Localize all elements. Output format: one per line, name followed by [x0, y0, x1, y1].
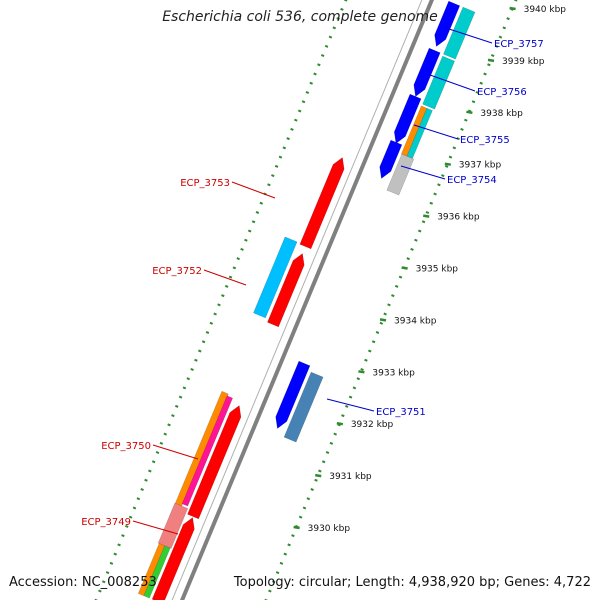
- tick-label: 3933 kbp: [372, 368, 415, 378]
- gene-label-ecp-3755: ECP_3755: [460, 135, 510, 146]
- gene-top-blue-arrow: [434, 0, 461, 47]
- gene-label-ecp-3751: ECP_3751: [376, 407, 426, 418]
- inner-tick-track: [264, 0, 518, 600]
- genome-title: Escherichia coli 536, complete genome: [162, 9, 438, 25]
- gene-label-ecp-3750: ECP_3750: [101, 441, 151, 452]
- tick-label: 3939 kbp: [502, 57, 545, 67]
- gene-label-ecp-3756: ECP_3756: [477, 87, 527, 98]
- tick-label: 3940 kbp: [524, 5, 567, 15]
- tick-label: 3935 kbp: [416, 265, 459, 275]
- gene-leader-line: [445, 27, 493, 44]
- outer-tick-track: [94, 0, 348, 600]
- gene-ecp-3751-block: [283, 371, 324, 443]
- major-tick: [379, 318, 387, 322]
- gene-label-ecp-3752: ECP_3752: [152, 266, 202, 277]
- tick-label: 3937 kbp: [459, 161, 502, 171]
- gene-leader-line: [132, 520, 179, 535]
- gene-ecp-3754-arrow: [379, 139, 403, 179]
- major-tick: [509, 6, 516, 11]
- gene-ecp-3752-arrow: [267, 253, 305, 328]
- gene-ecp-3756-block: [422, 55, 455, 110]
- tick-label: 3938 kbp: [480, 109, 523, 119]
- major-tick: [423, 214, 430, 218]
- gene-leader-line: [203, 269, 247, 286]
- major-tick: [293, 525, 300, 530]
- gene-label-ecp-3757: ECP_3757: [494, 39, 544, 50]
- gene-ecp-3756-arrow: [413, 47, 441, 97]
- gene-ecp-3757-block: [443, 6, 476, 60]
- gene-label-ecp-3754: ECP_3754: [447, 175, 497, 186]
- tick-label: 3930 kbp: [308, 524, 351, 534]
- gene-ecp-3752b-block: [253, 236, 298, 319]
- gene-ecp-3749-magenta: [181, 395, 233, 507]
- gene-ecp-3751-arrow: [275, 360, 311, 429]
- gene-ecp-3753-arrow: [299, 157, 345, 250]
- gene-label-ecp-3749: ECP_3749: [81, 517, 131, 528]
- gene-leader-line: [231, 181, 276, 199]
- gene-ecp-3750-arrow: [187, 405, 242, 520]
- major-tick: [444, 162, 452, 166]
- gene-lower-red-arrow: [151, 517, 195, 600]
- gene-lower-green: [143, 545, 171, 599]
- accession-text: Accession: NC_008253: [9, 575, 157, 590]
- major-tick: [336, 421, 344, 426]
- gene-leader-line: [429, 74, 476, 92]
- gene-ecp-3754-block: [386, 153, 415, 196]
- major-tick: [401, 266, 408, 270]
- tick-label: 3932 kbp: [351, 420, 394, 430]
- major-tick: [315, 473, 322, 478]
- gene-leader-line: [152, 444, 199, 460]
- gene-leader-line: [400, 165, 446, 180]
- gene-leader-line: [326, 398, 375, 412]
- major-tick: [358, 370, 365, 374]
- gene-label-ecp-3753: ECP_3753: [180, 178, 230, 189]
- genome-summary-text: Topology: circular; Length: 4,938,920 bp…: [233, 575, 591, 590]
- tick-label: 3934 kbp: [394, 316, 437, 326]
- gene-ecp-3755-arrow: [394, 93, 422, 144]
- genome-backbone-inner: [171, 0, 423, 600]
- gene-leader-line: [413, 124, 459, 140]
- tick-label: 3931 kbp: [329, 472, 372, 482]
- tick-label: 3936 kbp: [437, 213, 480, 223]
- major-tick: [466, 110, 473, 115]
- major-tick: [487, 58, 495, 63]
- genome-backbone: [179, 0, 435, 600]
